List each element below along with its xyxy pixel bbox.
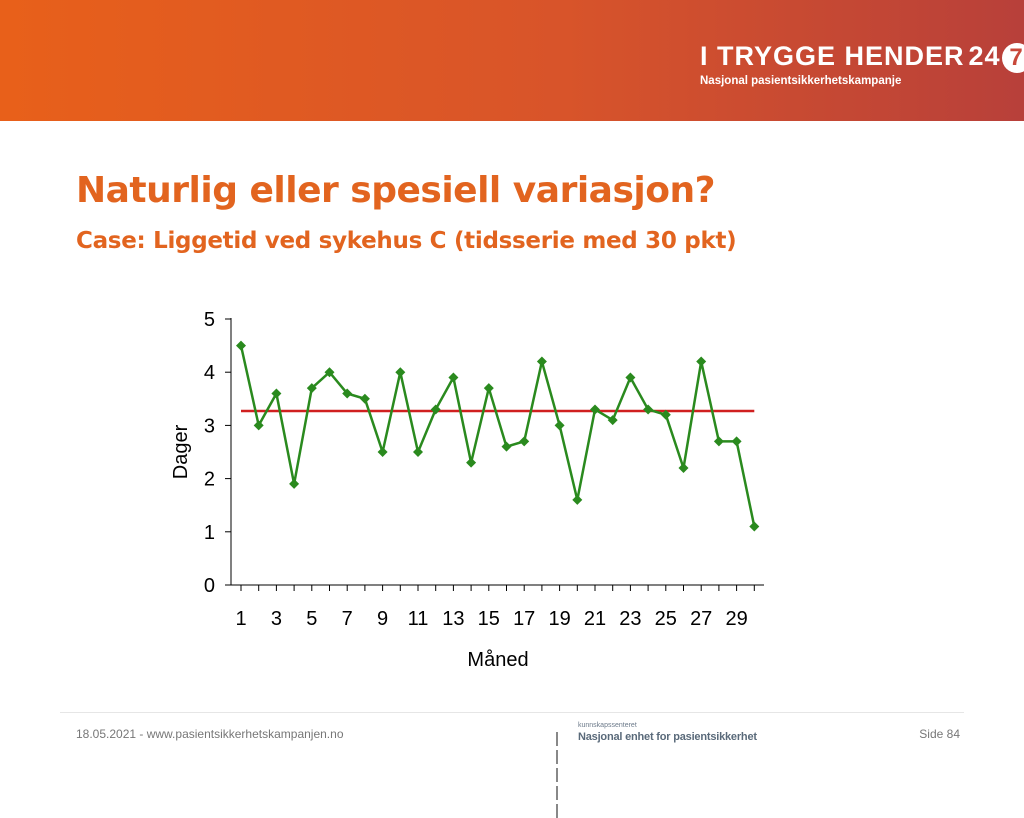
x-tick-label: 9 (377, 608, 388, 630)
data-point-diamond (359, 393, 370, 404)
data-point-diamond (430, 404, 441, 415)
data-point-diamond (413, 447, 423, 457)
x-tick-label: 25 (655, 608, 677, 630)
logo-247-mark: 24 7 (969, 42, 1024, 73)
x-tick-label: 19 (548, 608, 570, 630)
data-point-diamond (253, 420, 264, 431)
page-number: Side 84 (919, 727, 960, 741)
x-tick-label: 7 (342, 608, 353, 630)
logo-7-badge: 7 (1001, 42, 1024, 73)
slide-subtitle: Case: Liggetid ved sykehus C (tidsserie … (76, 228, 737, 254)
data-point-diamond (554, 420, 565, 431)
barcode-icon (556, 728, 559, 818)
x-tick-label: 3 (271, 608, 282, 630)
x-tick-label: 5 (306, 608, 317, 630)
x-ticks: 1 3 5 7 9 11 13 15 17 19 21 23 25 27 29 (235, 585, 755, 630)
data-point-diamond (324, 367, 335, 378)
y-tick-label: 5 (204, 309, 215, 331)
footer-divider (60, 712, 964, 713)
footer-date-url: 18.05.2021 - www.pasientsikkerhetskampan… (76, 727, 344, 741)
campaign-logo[interactable]: I TRYGGE HENDER 24 7 Nasjonal pasientsikke… (700, 42, 1024, 87)
y-tick-label: 0 (204, 575, 215, 597)
data-point-diamond (731, 436, 742, 447)
slide-title: Naturlig eller spesiell variasjon? (76, 170, 715, 211)
data-point-diamond (696, 356, 707, 367)
data-point-diamond (749, 521, 760, 532)
data-point-diamond (289, 478, 300, 489)
data-point-diamond (625, 372, 636, 383)
x-axis-label: Måned (467, 649, 528, 671)
x-tick-label: 13 (442, 608, 464, 630)
data-point-diamond (643, 404, 654, 415)
data-point-diamond (660, 409, 671, 420)
y-axis-label: Dager (170, 424, 192, 479)
data-point-diamond (678, 462, 689, 473)
y-tick-label: 4 (204, 362, 215, 384)
x-tick-label: 11 (408, 608, 429, 630)
data-point-diamond (236, 340, 246, 351)
data-point-diamond (607, 415, 618, 426)
data-point-diamond (519, 436, 530, 447)
data-point-diamond (342, 388, 353, 399)
data-point-diamond (572, 494, 583, 505)
data-point-diamond (377, 447, 388, 457)
data-point-diamond (466, 457, 477, 468)
data-point-diamond (448, 372, 459, 383)
x-tick-label: 15 (478, 608, 500, 630)
x-tick-label: 21 (584, 608, 606, 630)
data-point-diamond (271, 388, 282, 399)
x-tick-label: 17 (513, 608, 535, 630)
data-point-diamond (536, 356, 547, 367)
logo-main-text: I TRYGGE HENDER (700, 41, 965, 71)
data-point-diamond (395, 367, 406, 378)
x-tick-label: 1 (235, 608, 246, 630)
logo-wordmark: I TRYGGE HENDER 24 7 (700, 42, 1024, 73)
y-ticks: 0 1 2 3 4 5 (204, 309, 231, 597)
data-point-diamond (483, 383, 494, 394)
x-tick-label: 29 (725, 608, 747, 630)
data-markers (236, 340, 760, 532)
y-tick-label: 2 (204, 469, 215, 491)
y-tick-label: 1 (204, 522, 215, 544)
footer-logo-main: Nasjonal enhet for pasientsikkerhet (578, 731, 757, 743)
data-point-diamond (713, 436, 724, 447)
header-banner: I TRYGGE HENDER 24 7 Nasjonal pasientsikke… (0, 0, 1024, 121)
x-tick-label: 23 (619, 608, 641, 630)
x-tick-label: 27 (690, 608, 712, 630)
footer-logo-top: kunnskapssenteret (578, 722, 637, 729)
logo-24: 24 (968, 41, 1001, 71)
y-tick-label: 3 (204, 415, 215, 437)
series-line (239, 345, 756, 527)
data-point-diamond (590, 404, 600, 415)
logo-subtitle: Nasjonal pasientsikkerhetskampanje (700, 74, 902, 87)
data-point-diamond (306, 383, 317, 394)
data-point-diamond (501, 441, 512, 452)
